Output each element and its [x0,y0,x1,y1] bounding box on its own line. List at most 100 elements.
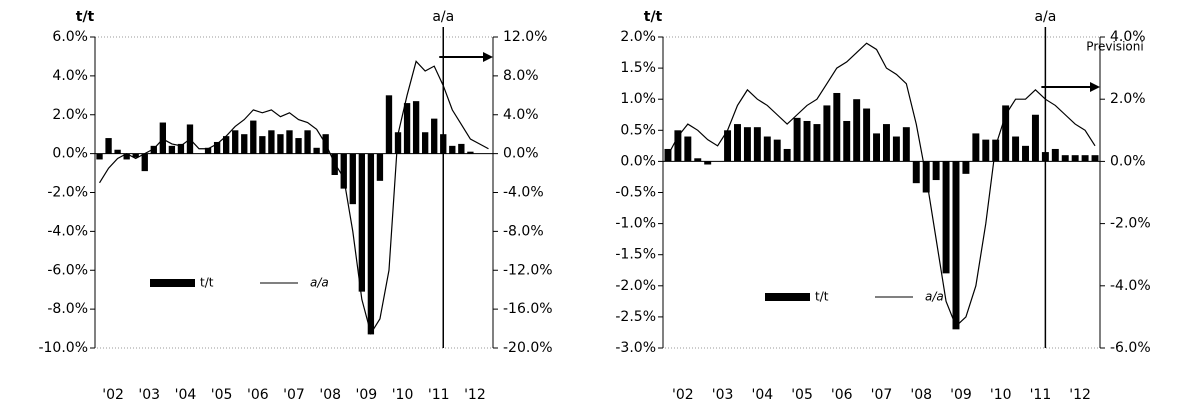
legend-label: t/t [200,276,214,290]
bar [1051,148,1059,162]
bar [803,120,811,162]
bar [1022,145,1029,162]
y-tick-label: 1.5% [620,60,656,76]
legend-swatch [765,293,810,301]
bar [96,153,103,160]
bar [177,143,185,154]
bar [1012,136,1020,162]
y2-axis-title: a/a [1034,9,1056,25]
bar [376,153,384,181]
legend-swatch [150,279,195,287]
bar [349,153,356,205]
bar [304,130,311,154]
bar [123,153,130,160]
line [667,42,1096,328]
x-tick-label: '03 [138,387,160,403]
y2-tick-label: -4.0% [1110,278,1151,294]
bar [853,99,861,162]
bar [159,122,167,154]
x-tick-label: '06 [247,387,269,403]
bar [204,147,212,154]
bar [932,161,940,181]
bar [440,134,447,154]
bar [431,118,438,154]
x-tick-label: '04 [751,387,773,403]
forecast-arrow-head [1090,82,1100,92]
bar [286,130,293,154]
bar [313,147,320,154]
bar [902,127,910,162]
x-tick-label: '07 [871,387,893,403]
bar [114,149,121,154]
bar [882,124,890,162]
bar [753,127,761,162]
bar [793,117,801,162]
annotation: Previsioni [1086,40,1143,54]
bar [385,95,393,154]
x-tick-label: '12 [1069,387,1091,403]
bar [674,130,682,162]
x-tick-label: '12 [464,387,486,403]
bar [962,161,970,174]
bar [843,120,851,162]
bar [403,103,411,154]
y2-tick-label: 0.0% [1110,153,1146,169]
bar [105,138,112,154]
bar [863,108,871,162]
x-tick-label: '09 [950,387,972,403]
y-tick-label: -2.5% [615,309,656,325]
line [99,60,489,335]
y2-axis-title: a/a [432,9,454,25]
bar [458,143,465,154]
y-axis-title: t/t [644,9,663,25]
x-tick-label: '05 [211,387,233,403]
y2-tick-label: 4.0% [503,107,539,123]
bar [763,136,771,162]
x-tick-label: '11 [428,387,450,403]
y2-tick-label: -4.0% [503,185,544,201]
y-axis-title: t/t [76,9,95,25]
y2-tick-label: -6.0% [1110,340,1151,356]
x-tick-label: '03 [712,387,734,403]
y-tick-label: -1.5% [615,247,656,263]
bar [833,92,841,162]
y-tick-label: -8.0% [47,301,88,317]
y-tick-label: 0.5% [620,122,656,138]
bar [912,161,920,184]
y2-tick-label: 4.0% [1110,29,1146,45]
bar [982,139,990,162]
y-tick-label: -2.0% [47,185,88,201]
bar [743,127,751,162]
bar [213,141,221,154]
bar [259,136,266,154]
x-tick-label: '10 [392,387,414,403]
bar [150,145,157,154]
x-tick-label: '08 [910,387,932,403]
bar [222,136,230,154]
bar [873,133,881,162]
bar [241,134,248,154]
bar [449,145,456,154]
y2-tick-label: -2.0% [1110,216,1151,232]
bar [1071,155,1079,162]
bar [467,151,474,154]
y-tick-label: -2.0% [615,278,656,294]
bar [250,120,257,154]
y-tick-label: 0.0% [620,153,656,169]
x-tick-label: '10 [990,387,1012,403]
bar [1041,152,1049,162]
bar [1002,105,1010,162]
bar [168,145,176,154]
y-tick-label: -0.5% [615,185,656,201]
plot-frame [94,36,494,349]
bar [734,124,741,162]
y-tick-label: 6.0% [52,29,88,45]
bar [358,153,366,292]
bar [892,136,900,162]
y2-tick-label: -20.0% [503,340,553,356]
legend-label: a/a [310,276,329,290]
y2-tick-label: 0.0% [503,146,539,162]
bar [1061,155,1069,162]
bar [1091,155,1099,162]
